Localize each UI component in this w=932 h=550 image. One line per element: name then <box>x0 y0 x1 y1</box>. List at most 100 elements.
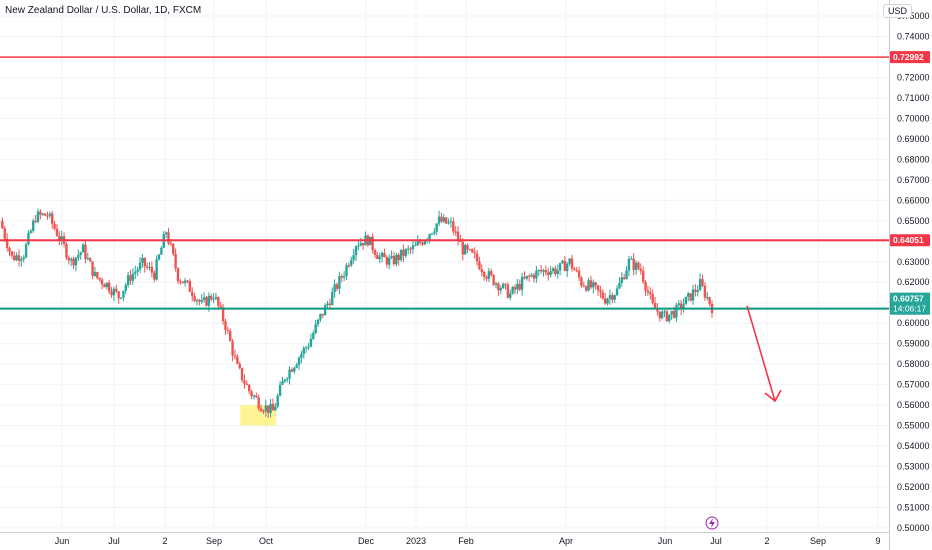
candle-body <box>694 289 697 292</box>
y-tick-label: 0.65000 <box>897 216 930 226</box>
candle-body <box>345 265 348 277</box>
candle-body <box>392 256 396 265</box>
candle-body <box>423 240 427 245</box>
y-tick-label: 0.72000 <box>897 72 930 82</box>
candle-body <box>91 261 94 276</box>
candle-body <box>238 363 241 368</box>
candle-body <box>504 283 507 285</box>
candle-body <box>314 324 317 334</box>
candle-body <box>606 298 609 304</box>
candle-body <box>122 290 125 298</box>
candle-body <box>169 243 173 245</box>
candle-body <box>352 255 355 260</box>
candle-body <box>537 270 540 272</box>
candle-body <box>376 254 379 259</box>
y-tick-label: 0.51000 <box>897 503 930 513</box>
y-tick-label: 0.52000 <box>897 482 930 492</box>
candle-body <box>36 211 40 222</box>
candle-body <box>528 275 531 277</box>
candle-body <box>679 303 683 310</box>
candle-body <box>181 281 184 284</box>
y-tick-label: 0.59000 <box>897 339 930 349</box>
x-tick-label: Jul <box>108 536 120 546</box>
candle-body <box>302 348 305 355</box>
candle-body <box>449 221 453 223</box>
candle-body <box>580 277 583 286</box>
candle-body <box>668 314 671 322</box>
currency-label[interactable]: USD <box>882 4 912 18</box>
candle-body <box>456 231 460 241</box>
candle-body <box>81 244 85 253</box>
y-tick-label: 0.53000 <box>897 462 930 472</box>
candle-body <box>20 259 23 261</box>
candle-body <box>34 220 37 222</box>
y-tick-label: 0.55000 <box>897 421 930 431</box>
candle-body <box>347 265 351 267</box>
candle-body <box>373 249 377 255</box>
candle-body <box>134 271 137 274</box>
candle-body <box>67 257 71 261</box>
y-tick-label: 0.68000 <box>897 154 930 164</box>
candle-body <box>350 259 353 266</box>
candle-body <box>5 238 9 249</box>
candle-body <box>414 245 417 247</box>
candle-body <box>70 258 73 261</box>
x-tick-label: 2 <box>162 536 167 546</box>
candle-body <box>411 245 415 250</box>
candle-body <box>319 313 322 320</box>
candle-body <box>660 311 664 319</box>
candle-body <box>665 311 669 322</box>
candle-body <box>421 242 424 245</box>
candle-body <box>51 213 54 224</box>
candle-body <box>568 258 571 264</box>
candle-body <box>544 269 548 273</box>
candle-body <box>224 321 227 330</box>
candle-body <box>115 288 118 292</box>
candle-body <box>656 308 659 312</box>
candle-body <box>198 300 201 302</box>
candle-body <box>309 338 313 347</box>
candle-body <box>3 228 6 239</box>
y-tick-label: 0.66000 <box>897 195 930 205</box>
candle-body <box>219 305 222 308</box>
candle-body <box>485 276 488 279</box>
candle-body <box>233 355 237 357</box>
current-price-label: 0.60757 <box>893 294 924 304</box>
candle-body <box>22 257 25 260</box>
candle-body <box>200 300 203 302</box>
candle-body <box>48 213 52 216</box>
candle-body <box>687 293 690 297</box>
candle-body <box>404 249 408 256</box>
candle-body <box>243 380 246 384</box>
candle-body <box>335 284 339 289</box>
candle-body <box>285 378 289 380</box>
candle-body <box>53 223 56 229</box>
candle-body <box>468 249 472 251</box>
candle-body <box>518 283 521 290</box>
candle-body <box>371 236 374 250</box>
x-tick-label: 2 <box>764 536 769 546</box>
candle-body <box>112 288 116 296</box>
candle-body <box>542 269 545 272</box>
candle-body <box>342 276 346 278</box>
candle-body <box>684 296 688 305</box>
candle-body <box>535 270 538 279</box>
candle-body <box>338 276 341 289</box>
candle-body <box>501 283 505 289</box>
candle-body <box>577 270 581 278</box>
candle-body <box>494 283 498 285</box>
candle-body <box>556 270 559 274</box>
candle-body <box>126 275 130 286</box>
candle-body <box>245 383 249 385</box>
candle-body <box>599 290 602 293</box>
candle-body <box>549 271 552 275</box>
candle-body <box>174 254 177 269</box>
candle-body <box>513 286 517 290</box>
candle-body <box>17 255 21 261</box>
candle-body <box>1 220 4 229</box>
candle-body <box>100 279 104 285</box>
candle-body <box>637 262 640 269</box>
y-tick-label: 0.50000 <box>897 523 930 533</box>
candle-body <box>150 266 154 273</box>
